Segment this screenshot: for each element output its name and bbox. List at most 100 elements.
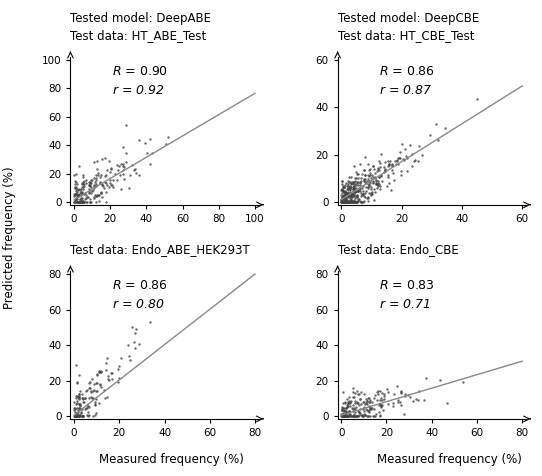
- Point: [377, 401, 385, 409]
- Point: [344, 398, 352, 406]
- Point: [355, 408, 364, 416]
- Point: [74, 412, 82, 420]
- Point: [366, 185, 375, 193]
- Point: [87, 388, 95, 396]
- Point: [113, 176, 121, 184]
- Point: [70, 412, 79, 420]
- Point: [343, 399, 352, 407]
- Point: [352, 168, 361, 175]
- Point: [82, 198, 91, 206]
- Point: [343, 401, 352, 409]
- Point: [354, 408, 363, 416]
- Point: [343, 412, 352, 420]
- Point: [342, 188, 351, 196]
- Point: [73, 394, 82, 401]
- Point: [92, 174, 100, 182]
- Point: [364, 402, 373, 409]
- Point: [366, 184, 375, 191]
- Point: [342, 194, 351, 201]
- Point: [86, 179, 95, 187]
- Point: [353, 196, 362, 204]
- Point: [377, 403, 385, 410]
- Point: [373, 397, 382, 404]
- Point: [124, 341, 132, 349]
- Point: [370, 412, 379, 420]
- Point: [78, 178, 87, 186]
- Point: [403, 154, 411, 161]
- Point: [79, 412, 87, 420]
- Point: [82, 404, 91, 412]
- Point: [339, 412, 347, 420]
- Point: [375, 157, 383, 164]
- Text: $R$ = 0.86: $R$ = 0.86: [112, 278, 167, 292]
- Point: [370, 394, 379, 402]
- Point: [340, 192, 349, 199]
- Point: [75, 400, 83, 407]
- Point: [371, 169, 379, 177]
- Point: [72, 190, 80, 198]
- Point: [353, 412, 362, 420]
- Point: [388, 160, 397, 168]
- Point: [364, 412, 373, 420]
- Point: [354, 390, 363, 398]
- Point: [78, 390, 86, 397]
- Point: [384, 157, 392, 165]
- Point: [378, 177, 386, 184]
- Point: [352, 198, 360, 206]
- Point: [96, 171, 105, 178]
- Point: [349, 192, 358, 200]
- Point: [71, 412, 80, 420]
- Point: [360, 410, 369, 417]
- Point: [87, 394, 96, 402]
- Point: [372, 180, 380, 188]
- Point: [338, 198, 346, 206]
- Point: [340, 192, 349, 200]
- Point: [359, 167, 368, 174]
- Point: [343, 396, 351, 403]
- Text: $r$ = 0.71: $r$ = 0.71: [379, 298, 430, 311]
- Point: [340, 183, 349, 190]
- Point: [78, 180, 87, 188]
- Point: [107, 375, 116, 383]
- Point: [355, 401, 364, 408]
- Point: [72, 195, 80, 202]
- Point: [397, 389, 405, 397]
- Point: [337, 191, 346, 199]
- Point: [141, 139, 150, 147]
- Point: [70, 198, 79, 206]
- Point: [80, 398, 89, 406]
- Point: [339, 410, 347, 418]
- Point: [74, 407, 82, 414]
- Point: [340, 190, 349, 198]
- Point: [360, 398, 369, 406]
- Point: [107, 165, 115, 172]
- Point: [357, 189, 365, 197]
- Point: [70, 177, 79, 185]
- Point: [373, 387, 382, 395]
- Point: [365, 177, 373, 185]
- Point: [97, 188, 106, 196]
- Point: [76, 198, 85, 206]
- Point: [341, 412, 350, 420]
- Point: [119, 166, 127, 174]
- Text: $r$ = 0.92: $r$ = 0.92: [112, 84, 164, 97]
- Point: [359, 390, 368, 398]
- Point: [356, 198, 365, 206]
- Point: [347, 192, 356, 200]
- Point: [119, 170, 128, 178]
- Point: [70, 398, 79, 406]
- Text: $R$ = 0.86: $R$ = 0.86: [379, 65, 435, 78]
- Point: [374, 166, 383, 173]
- Point: [91, 401, 99, 408]
- Point: [358, 191, 366, 199]
- Point: [345, 184, 354, 192]
- Point: [410, 157, 418, 164]
- Point: [72, 361, 80, 368]
- Point: [347, 193, 356, 200]
- Point: [78, 412, 86, 420]
- Point: [362, 399, 371, 407]
- Point: [398, 155, 407, 163]
- Point: [352, 193, 361, 201]
- Point: [103, 167, 112, 174]
- Point: [339, 198, 348, 206]
